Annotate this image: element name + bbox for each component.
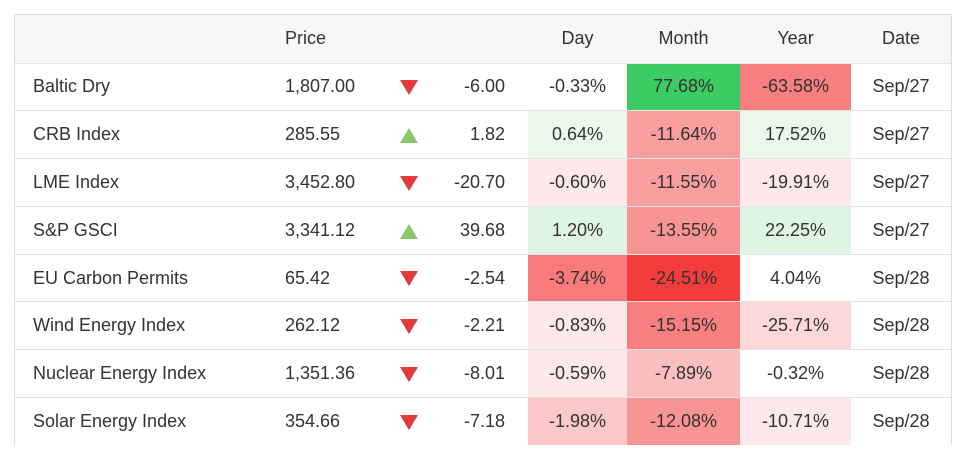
row-date: Sep/28 xyxy=(872,315,930,336)
row-year-change: -10.71% xyxy=(740,397,851,446)
row-year-change: 17.52% xyxy=(740,110,851,159)
row-change: 1.82 xyxy=(469,124,505,145)
row-date: Sep/28 xyxy=(872,363,930,384)
row-price: 1,351.36 xyxy=(285,363,356,384)
row-month-change: -12.08% xyxy=(627,397,740,446)
row-change: -8.01 xyxy=(463,363,505,384)
header-arrow xyxy=(375,15,443,63)
row-price: 285.55 xyxy=(285,124,341,145)
row-change: -2.54 xyxy=(463,267,505,288)
triangle-up-icon xyxy=(400,127,418,143)
header-month[interactable]: Month xyxy=(658,28,709,49)
row-direction xyxy=(375,350,443,398)
row-price: 3,452.80 xyxy=(285,171,356,192)
row-change: -6.00 xyxy=(463,76,505,97)
row-month-change: -11.55% xyxy=(627,158,740,207)
commodities-table: Price Day Month Year Date Baltic Dry 1,80… xyxy=(15,15,951,446)
row-year-change: -25.71% xyxy=(740,301,851,350)
row-change: -2.21 xyxy=(463,315,505,336)
table-row[interactable]: LME Index 3,452.80 -20.70 -0.60% -11.55% -19.… xyxy=(15,158,951,207)
table-row[interactable]: Baltic Dry 1,807.00 -6.00 -0.33% 77.68% -63.5… xyxy=(15,63,951,111)
header-change xyxy=(443,15,528,63)
row-month-change: -15.15% xyxy=(627,301,740,350)
row-day-change: -0.59% xyxy=(528,349,627,398)
row-date: Sep/27 xyxy=(872,76,930,97)
row-year-change: 22.25% xyxy=(740,206,851,255)
row-name-link[interactable]: Baltic Dry xyxy=(33,76,111,97)
row-date: Sep/27 xyxy=(872,171,930,192)
row-day-change: -0.83% xyxy=(528,301,627,350)
row-price: 65.42 xyxy=(285,267,331,288)
row-price: 354.66 xyxy=(285,411,341,432)
row-name-link[interactable]: Wind Energy Index xyxy=(33,315,186,336)
row-month-change: -24.51% xyxy=(627,254,740,302)
row-price: 3,341.12 xyxy=(285,219,356,240)
row-day-change: 0.64% xyxy=(528,110,627,159)
row-date: Sep/28 xyxy=(872,267,930,288)
row-year-change: -0.32% xyxy=(740,349,851,398)
row-direction xyxy=(375,254,443,302)
row-name-link[interactable]: Solar Energy Index xyxy=(33,411,187,432)
header-price[interactable]: Price xyxy=(285,28,327,49)
triangle-down-icon xyxy=(400,319,418,335)
triangle-down-icon xyxy=(400,175,418,191)
row-change: -7.18 xyxy=(463,411,505,432)
row-direction xyxy=(375,398,443,446)
triangle-down-icon xyxy=(400,80,418,96)
row-date: Sep/27 xyxy=(872,124,930,145)
header-day[interactable]: Day xyxy=(561,28,594,49)
table-row[interactable]: CRB Index 285.55 1.82 0.64% -11.64% 17.52% Sep… xyxy=(15,110,951,159)
row-name-link[interactable]: CRB Index xyxy=(33,124,121,145)
table-header-row: Price Day Month Year Date xyxy=(15,15,951,63)
row-month-change: -7.89% xyxy=(627,349,740,398)
header-year[interactable]: Year xyxy=(777,28,814,49)
row-name-link[interactable]: LME Index xyxy=(33,171,120,192)
row-month-change: -11.64% xyxy=(627,110,740,159)
row-price: 1,807.00 xyxy=(285,76,356,97)
row-day-change: 1.20% xyxy=(528,206,627,255)
row-date: Sep/28 xyxy=(872,411,930,432)
row-day-change: -3.74% xyxy=(528,254,627,302)
row-day-change: -1.98% xyxy=(528,397,627,446)
row-direction xyxy=(375,63,443,111)
row-change: -20.70 xyxy=(453,171,505,192)
row-name-link[interactable]: S&P GSCI xyxy=(33,219,118,240)
commodities-table-container: Price Day Month Year Date Baltic Dry 1,80… xyxy=(14,14,952,446)
row-month-change: 77.68% xyxy=(627,63,740,111)
row-direction xyxy=(375,302,443,350)
table-row[interactable]: Wind Energy Index 262.12 -2.21 -0.83% -15.15… xyxy=(15,301,951,350)
triangle-up-icon xyxy=(400,223,418,239)
triangle-down-icon xyxy=(400,271,418,287)
table-row[interactable]: Solar Energy Index 354.66 -7.18 -1.98% -12.0… xyxy=(15,397,951,446)
row-year-change: 4.04% xyxy=(740,254,851,302)
row-date: Sep/27 xyxy=(872,219,930,240)
triangle-down-icon xyxy=(400,414,418,430)
row-change: 39.68 xyxy=(459,219,505,240)
row-direction xyxy=(375,206,443,254)
row-day-change: -0.60% xyxy=(528,158,627,207)
row-direction xyxy=(375,111,443,159)
row-price: 262.12 xyxy=(285,315,341,336)
row-day-change: -0.33% xyxy=(528,63,627,111)
triangle-down-icon xyxy=(400,366,418,382)
table-row[interactable]: S&P GSCI 3,341.12 39.68 1.20% -13.55% 22.25% S… xyxy=(15,206,951,255)
row-name-link[interactable]: EU Carbon Permits xyxy=(33,267,189,288)
row-year-change: -63.58% xyxy=(740,63,851,111)
table-row[interactable]: EU Carbon Permits 65.42 -2.54 -3.74% -24.51%… xyxy=(15,254,951,302)
header-date[interactable]: Date xyxy=(881,28,921,49)
row-year-change: -19.91% xyxy=(740,158,851,207)
row-direction xyxy=(375,159,443,207)
table-row[interactable]: Nuclear Energy Index 1,351.36 -8.01 -0.59% -… xyxy=(15,349,951,398)
row-name-link[interactable]: Nuclear Energy Index xyxy=(33,363,207,384)
header-name xyxy=(15,15,272,63)
row-month-change: -13.55% xyxy=(627,206,740,255)
